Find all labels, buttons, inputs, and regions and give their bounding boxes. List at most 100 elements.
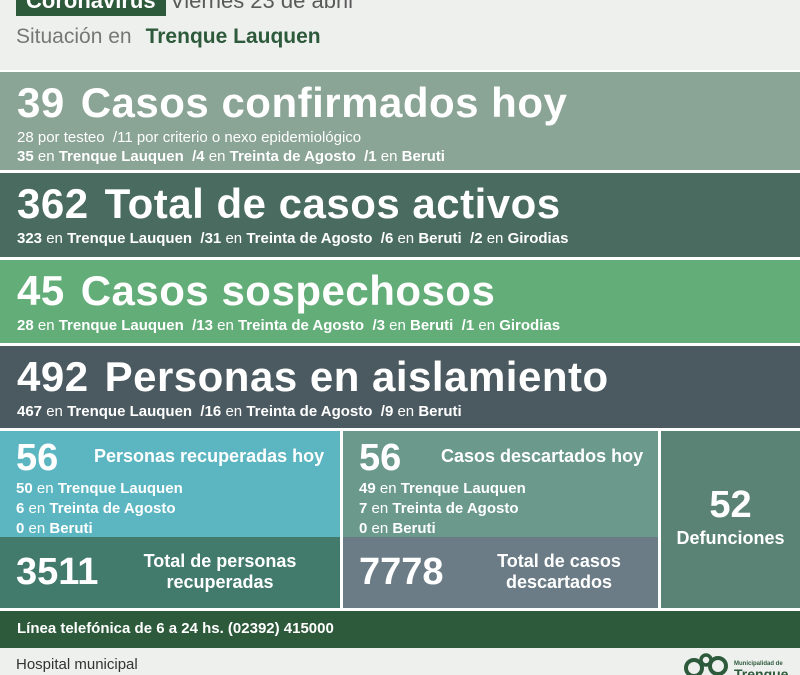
en-word: en bbox=[371, 520, 389, 537]
recuperadas-count: 56 bbox=[16, 437, 59, 479]
loc-name: Beruti bbox=[418, 230, 462, 247]
aislamiento-heading: 492 Personas en aislamiento bbox=[17, 352, 800, 402]
en-word: en bbox=[389, 317, 406, 334]
loc-name: Beruti bbox=[49, 520, 93, 537]
en-word: en bbox=[46, 230, 63, 247]
loc-count: 50 bbox=[16, 480, 33, 497]
confirmados-count: 39 bbox=[17, 79, 65, 126]
recuperadas-locations: 50 en Trenque Lauquen 6 en Treinta de Ag… bbox=[16, 479, 183, 539]
separator: / bbox=[380, 403, 385, 420]
separator: / bbox=[364, 148, 369, 165]
loc-count: 3 bbox=[376, 317, 385, 334]
loc-name: Treinta de Agosto bbox=[237, 317, 365, 334]
descartados-top: 56 Casos descartados hoy 49 en Trenque L… bbox=[343, 431, 658, 537]
loc-name: Treinta de Agosto bbox=[229, 148, 356, 165]
confirmados-title: Casos confirmados hoy bbox=[80, 79, 568, 126]
loc-count: 1 bbox=[368, 148, 377, 165]
en-word: en bbox=[478, 317, 496, 334]
loc-count: 4 bbox=[196, 148, 205, 165]
date-label: Viernes 23 de abril bbox=[170, 0, 354, 13]
loc-count: 0 bbox=[359, 520, 368, 537]
coronavirus-tag: Coronavirus bbox=[16, 0, 166, 16]
testeo-label: por testeo bbox=[37, 129, 105, 146]
activos-locations: 323 en Trenque Lauquen /31 en Treinta de… bbox=[17, 229, 800, 248]
en-word: en bbox=[225, 403, 243, 420]
sospechosos-heading: 45 Casos sospechosos bbox=[17, 266, 800, 316]
loc-count: 2 bbox=[474, 230, 483, 247]
loc-name: Trenque Lauquen bbox=[400, 480, 526, 497]
en-word: en bbox=[380, 148, 398, 165]
sospechosos-band: 45 Casos sospechosos 28 en Trenque Lauque… bbox=[0, 257, 800, 343]
activos-band: 362 Total de casos activos 323 en Trenque… bbox=[0, 170, 800, 257]
en-word: en bbox=[397, 403, 415, 420]
loc-name: Trenque Lauquen bbox=[58, 317, 184, 334]
loc-count: 6 bbox=[384, 230, 394, 247]
separator: / bbox=[112, 129, 118, 146]
defunciones-card: 52 Defunciones bbox=[658, 428, 800, 608]
activos-heading: 362 Total de casos activos bbox=[17, 179, 800, 229]
descartados-total-label: Total de casos descartados bbox=[459, 551, 659, 593]
hospital-label: Hospital municipal bbox=[16, 656, 138, 673]
loc-name: Beruti bbox=[418, 403, 462, 420]
recuperadas-total-count: 3511 bbox=[16, 551, 99, 593]
en-word: en bbox=[37, 317, 55, 334]
loc-name: Treinta de Agosto bbox=[392, 500, 519, 517]
total-label-line: descartados bbox=[505, 572, 613, 592]
confirmados-heading: 39 Casos confirmados hoy bbox=[17, 78, 800, 128]
sospechosos-title: Casos sospechosos bbox=[80, 267, 496, 314]
descartados-card: 56 Casos descartados hoy 49 en Trenque L… bbox=[340, 428, 658, 611]
aislamiento-band: 492 Personas en aislamiento 467 en Trenqu… bbox=[0, 343, 800, 428]
en-word: en bbox=[28, 500, 46, 517]
sospechosos-locations: 28 en Trenque Lauquen /13 en Treinta de … bbox=[17, 316, 800, 335]
separator: / bbox=[380, 230, 385, 247]
loc-count: 28 bbox=[17, 317, 34, 334]
descartados-total-count: 7778 bbox=[359, 551, 444, 593]
en-word: en bbox=[379, 480, 397, 497]
loc-count: 9 bbox=[384, 403, 394, 420]
en-word: en bbox=[486, 230, 504, 247]
recuperadas-card: 56 Personas recuperadas hoy 50 en Trenqu… bbox=[0, 428, 340, 611]
descartados-total: 7778 Total de casos descartados bbox=[343, 537, 658, 611]
en-word: en bbox=[208, 148, 226, 165]
loc-count: 467 bbox=[17, 403, 43, 420]
loc-count: 35 bbox=[17, 148, 34, 165]
loc-name: Beruti bbox=[401, 148, 445, 165]
separator: / bbox=[200, 230, 205, 247]
en-word: en bbox=[217, 317, 234, 334]
loc-name: Trenque Lauquen bbox=[67, 403, 193, 420]
aislamiento-locations: 467 en Trenque Lauquen /16 en Treinta de… bbox=[17, 402, 800, 421]
en-word: en bbox=[36, 480, 54, 497]
en-word: en bbox=[37, 148, 55, 165]
loc-name: Trenque Lauquen bbox=[58, 148, 184, 165]
header: Coronavirus Viernes 23 de abril Situació… bbox=[0, 0, 800, 70]
defunciones-count: 52 bbox=[709, 484, 752, 526]
aislamiento-title: Personas en aislamiento bbox=[104, 353, 609, 400]
aislamiento-count: 492 bbox=[17, 353, 89, 400]
confirmados-band: 39 Casos confirmados hoy 28 por testeo /1… bbox=[0, 70, 800, 170]
loc-count: 6 bbox=[16, 500, 25, 517]
situacion-label: Situación en bbox=[16, 25, 132, 48]
loc-name: Beruti bbox=[392, 520, 436, 537]
municipal-logo: Municipalidad de Trenque bbox=[682, 648, 800, 675]
recuperadas-top: 56 Personas recuperadas hoy 50 en Trenqu… bbox=[0, 431, 340, 537]
loc-count: 16 bbox=[204, 403, 222, 420]
separator: / bbox=[192, 317, 197, 334]
testeo-count: 28 bbox=[17, 129, 34, 146]
recuperadas-title: Personas recuperadas hoy bbox=[94, 446, 325, 466]
loc-name: Girodias bbox=[499, 317, 561, 334]
en-word: en bbox=[46, 403, 63, 420]
confirmados-criteria: 28 por testeo /11 por criterio o nexo ep… bbox=[17, 128, 800, 147]
confirmados-locations: 35 en Trenque Lauquen / 4 en Treinta de A… bbox=[17, 147, 800, 166]
loc-count: 31 bbox=[204, 230, 222, 247]
loc-name: Treinta de Agosto bbox=[49, 500, 176, 517]
descartados-count: 56 bbox=[359, 437, 402, 479]
separator: / bbox=[470, 230, 475, 247]
loc-count: 13 bbox=[196, 317, 213, 334]
descartados-title: Casos descartados hoy bbox=[441, 446, 644, 466]
recuperadas-total-label: Total de personas recuperadas bbox=[120, 551, 320, 593]
en-word: en bbox=[28, 520, 46, 537]
criterio-label: por criterio o nexo epidemiológico bbox=[136, 129, 362, 146]
recuperadas-total: 3511 Total de personas recuperadas bbox=[0, 537, 340, 611]
loc-name: Trenque Lauquen bbox=[67, 230, 193, 247]
separator: / bbox=[461, 317, 466, 334]
